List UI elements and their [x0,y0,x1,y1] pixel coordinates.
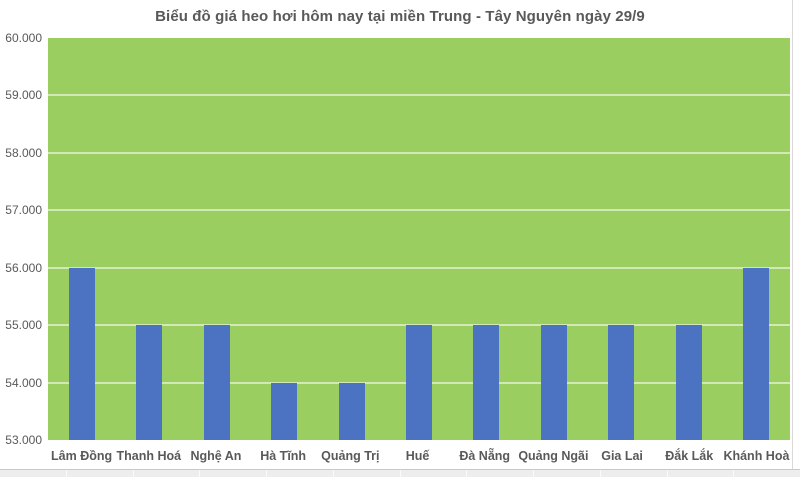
x-tick-label: Nghệ An [190,449,242,463]
y-tick-label: 54.000 [5,375,42,390]
x-tick-label: Hà Tĩnh [260,449,307,463]
bar-4 [271,382,298,440]
bar-6 [406,325,432,440]
y-tick-label: 55.000 [5,318,42,333]
y-tick-label: 56.000 [5,260,42,275]
bar-7 [473,325,500,440]
table-cell [668,470,735,477]
table-cell [401,470,468,477]
chart-title: Biểu đồ giá heo hơi hôm nay tại miền Tru… [155,8,645,25]
gridline [48,266,790,269]
bar-8 [540,325,567,440]
y-tick-label: 58.000 [5,145,42,160]
bar-1 [68,267,95,440]
gridline [48,209,790,212]
x-tick-label: Quảng Trị [321,449,380,463]
table-cell [0,470,67,477]
x-tick-label: Huế [405,449,430,463]
table-cell [534,470,601,477]
x-tick-label: Đà Nẵng [459,449,511,463]
x-tick-label: Quảng Ngãi [518,449,589,463]
x-tick-label: Đắk Lắk [665,449,714,463]
x-tick-label: Khánh Hoà [723,449,790,463]
table-cell [200,470,267,477]
gridline [48,151,790,154]
cropped-table-row [0,469,800,477]
bar-9 [608,325,635,440]
bar-2 [136,325,163,440]
y-tick-label: 53.000 [5,433,42,447]
bar-11 [743,267,770,440]
x-tick-label: Lâm Đồng [51,449,113,463]
table-cell [267,470,334,477]
y-tick-label: 60.000 [5,31,42,45]
table-cell [134,470,201,477]
bar-3 [203,325,230,440]
plot-area [48,38,790,440]
gridline [48,324,790,327]
table-cell [467,470,534,477]
gridline [48,94,790,97]
x-tick-label: Gia Lai [601,449,643,463]
x-tick-label: Thanh Hoá [116,449,182,463]
y-tick-label: 57.000 [5,203,42,218]
table-cell [734,470,800,477]
bar-5 [338,382,365,440]
y-axis-labels: 60.000 59.000 58.000 57.000 56.000 55.000 54.0… [0,31,42,447]
table-cell [67,470,134,477]
bar-10 [675,325,702,440]
table-cell [334,470,401,477]
y-tick-label: 59.000 [5,88,42,103]
x-axis-labels: Lâm Đồng Thanh Hoá Nghệ An Hà Tĩnh Quảng Trị… [48,447,790,465]
table-cell [601,470,668,477]
chart-frame-border [792,0,793,477]
